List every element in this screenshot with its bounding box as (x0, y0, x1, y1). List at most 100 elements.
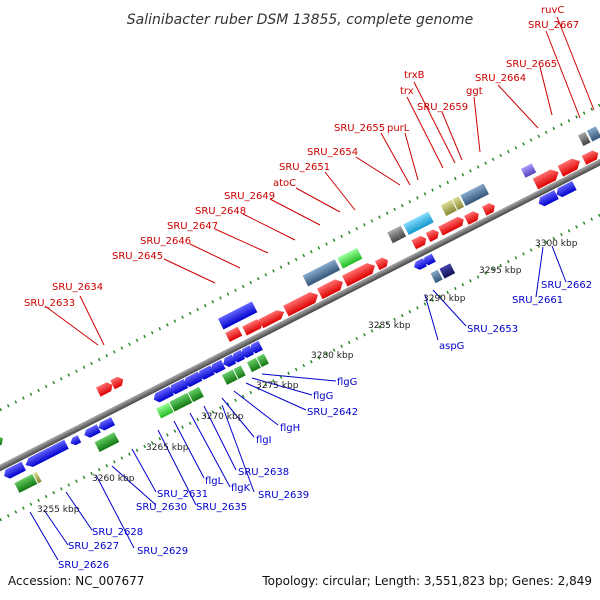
gene-feature (188, 386, 204, 403)
kbp-label: 3265 kbp (146, 443, 189, 453)
cds-forward (425, 229, 439, 243)
cds-reverse (153, 386, 174, 403)
tick-row-top (0, 103, 600, 412)
cds-reverse (556, 181, 577, 198)
cds-forward (242, 319, 263, 336)
gene-feature (14, 474, 38, 493)
gene-label: SRU_2635 (196, 502, 247, 513)
gene-label: trxB (404, 70, 425, 81)
cds-reverse (422, 253, 436, 266)
gene-label: SRU_2629 (137, 546, 188, 557)
gene-label: atoC (273, 178, 296, 189)
feature-track (0, 126, 600, 493)
gene-feature (33, 471, 42, 484)
cds-forward (464, 211, 479, 225)
gene-feature (440, 199, 457, 216)
kbp-scale: 3255 kbp 3260 kbp 3265 kbp 3270 kbp 3275… (37, 239, 578, 515)
kbp-label: 3260 kbp (92, 474, 135, 484)
cds-reverse (25, 439, 69, 467)
genome-summary: Topology: circular; Length: 3,551,823 bp… (261, 574, 592, 588)
reverse-strand (4, 181, 577, 493)
gene-label: SRU_2630 (136, 502, 187, 513)
gene-label: SRU_2647 (167, 221, 218, 232)
cds-reverse (538, 190, 559, 207)
gene-label: SRU_2628 (92, 527, 143, 538)
gene-label: SRU_2648 (195, 206, 246, 217)
cds-reverse (98, 417, 116, 431)
gene-feature (387, 228, 401, 244)
map-title: Salinibacter ruber DSM 13855, complete g… (127, 12, 473, 28)
gene-feature (246, 357, 261, 373)
genome-backbone (0, 142, 600, 476)
gene-label: purL (387, 123, 410, 134)
gene-label: aspG (439, 341, 464, 352)
gene-feature (577, 131, 591, 147)
gene-feature (156, 402, 174, 419)
kbp-label: 3295 kbp (479, 266, 522, 276)
tick-row-bottom (0, 213, 600, 522)
cds-reverse (210, 359, 226, 374)
gene-feature (403, 211, 434, 236)
gene-label: SRU_2649 (224, 191, 275, 202)
gene-label: SRU_2653 (467, 324, 518, 335)
cds-forward (557, 158, 580, 177)
cds-reverse (84, 424, 101, 438)
cds-forward (317, 279, 343, 300)
cds-forward (581, 150, 599, 165)
cds-reverse (70, 435, 82, 446)
forward-leaders (44, 16, 595, 346)
gene-feature (460, 183, 489, 206)
kbp-label: 3285 kbp (368, 321, 411, 331)
gene-label: SRU_2655 (334, 123, 385, 134)
cds-reverse (250, 340, 263, 354)
kbp-label: 3270 kbp (201, 412, 244, 422)
gene-label: SRU_2662 (541, 280, 592, 291)
forward-strand (0, 126, 600, 451)
cds-forward (0, 435, 3, 451)
cds-forward (374, 257, 388, 271)
gene-label: SRU_2645 (112, 251, 163, 262)
gene-feature (302, 259, 341, 287)
gene-feature (256, 353, 269, 368)
gene-label: SRU_2627 (68, 541, 119, 552)
kbp-label: 3255 kbp (37, 505, 80, 515)
gene-feature (94, 432, 120, 453)
kbp-label: 3275 kbp (256, 381, 299, 391)
reverse-leaders (29, 245, 567, 561)
kbp-label: 3280 kbp (311, 351, 354, 361)
cds-forward (225, 326, 243, 342)
cds-forward (283, 292, 319, 317)
cds-reverse (184, 371, 203, 387)
reverse-gene-labels: SRU_2626 SRU_2627 SRU_2628 SRU_2629 SRU_… (58, 280, 592, 571)
gene-feature (337, 247, 363, 269)
cds-forward (411, 235, 427, 250)
cds-forward (438, 216, 464, 236)
gene-label: flgI (256, 435, 272, 446)
gene-label: SRU_2659 (417, 102, 468, 113)
forward-gene-labels: SRU_2633 SRU_2634 SRU_2645 SRU_2646 SRU_… (24, 5, 579, 309)
cds-forward (258, 310, 285, 329)
gene-feature (439, 263, 456, 279)
cds-forward (532, 169, 559, 190)
cds-forward (110, 376, 124, 390)
gene-feature (222, 369, 238, 385)
gene-feature (452, 196, 465, 211)
gene-label: SRU_2646 (140, 236, 191, 247)
gene-label: SRU_2639 (258, 490, 309, 501)
gene-label: SRU_2633 (24, 298, 75, 309)
gene-label: SRU_2667 (528, 20, 579, 31)
gene-label: SRU_2651 (279, 162, 330, 173)
gene-feature (430, 269, 443, 284)
gene-label: SRU_2638 (238, 467, 289, 478)
gene-label: SRU_2661 (512, 295, 563, 306)
gene-feature (218, 301, 258, 330)
gene-feature (233, 365, 246, 379)
gene-label: SRU_2664 (475, 73, 526, 84)
gene-label: flgG (313, 391, 333, 402)
cds-reverse (198, 365, 215, 380)
gene-label: SRU_2654 (307, 147, 358, 158)
gene-label: SRU_2626 (58, 560, 109, 571)
cds-forward (342, 263, 376, 287)
gene-label: SRU_2642 (307, 407, 358, 418)
